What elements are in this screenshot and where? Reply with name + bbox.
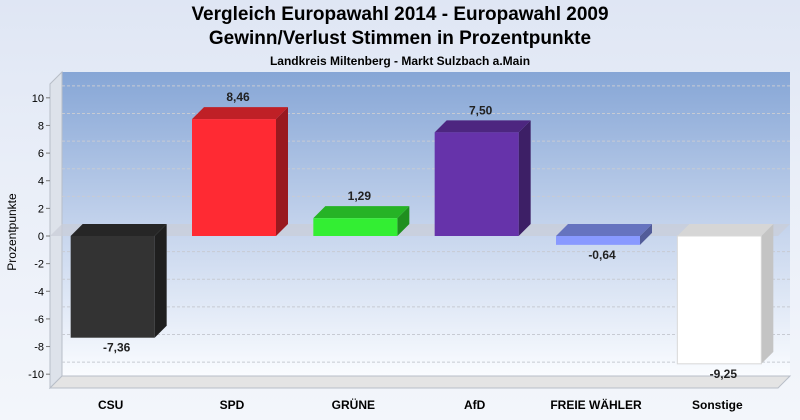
y-tick-label: -10 bbox=[28, 369, 44, 381]
y-tick-label: -8 bbox=[34, 342, 44, 354]
bar-value-label: 7,50 bbox=[469, 103, 493, 117]
bar-side bbox=[276, 107, 288, 237]
plot-floor bbox=[48, 375, 792, 389]
bar-csu bbox=[70, 224, 167, 338]
bar-front bbox=[434, 132, 519, 236]
chart-title-line2: Gewinn/Verlust Stimmen in Prozentpunkte bbox=[208, 28, 592, 49]
bar-value-label: 1,29 bbox=[348, 189, 372, 203]
bar-top bbox=[556, 224, 652, 236]
chart-title-line1: Vergleich Europawahl 2014 - Europawahl 2… bbox=[191, 4, 609, 25]
y-tick-label: 4 bbox=[38, 176, 44, 188]
y-tick-label: -4 bbox=[34, 286, 44, 298]
bar-value-label: -9,25 bbox=[710, 367, 738, 381]
x-tick-label: SPD bbox=[220, 398, 245, 412]
bar-freie-wähler bbox=[556, 224, 652, 245]
x-tick-label: Sonstige bbox=[692, 398, 743, 412]
bar-side bbox=[640, 224, 652, 245]
bar-value-label: -0,64 bbox=[588, 248, 616, 262]
bar-value-label: -7,36 bbox=[103, 341, 131, 355]
x-tick-label: CSU bbox=[98, 398, 123, 412]
bar-side bbox=[761, 224, 774, 364]
bar-top bbox=[313, 206, 410, 219]
y-tick-label: 0 bbox=[38, 231, 44, 243]
bar-side bbox=[154, 224, 167, 338]
bar-front bbox=[313, 218, 398, 236]
bar-afd bbox=[434, 120, 531, 236]
x-tick-label: FREIE WÄHLER bbox=[550, 397, 642, 412]
chart-subtitle: Landkreis Miltenberg - Markt Sulzbach a.… bbox=[269, 54, 531, 68]
y-tick-label: -6 bbox=[34, 314, 44, 326]
bar-front bbox=[676, 235, 762, 365]
x-tick-label: AfD bbox=[464, 398, 486, 412]
bar-top bbox=[70, 224, 167, 236]
y-tick-label: 2 bbox=[38, 203, 44, 215]
bar-value-label: 8,46 bbox=[226, 90, 250, 104]
y-tick-label: 8 bbox=[38, 120, 44, 132]
bar-front bbox=[556, 236, 640, 245]
y-tick-label: 10 bbox=[32, 93, 44, 105]
bar-side bbox=[397, 206, 410, 236]
y-tick-label: 6 bbox=[38, 148, 44, 160]
bar-side bbox=[518, 120, 531, 236]
bar-front bbox=[70, 236, 155, 338]
bar-sonstige bbox=[676, 224, 774, 365]
y-tick-label: -2 bbox=[34, 259, 44, 271]
bar-top bbox=[677, 224, 774, 236]
bar-front bbox=[192, 119, 276, 236]
bar-grüne bbox=[313, 206, 410, 236]
bar-top bbox=[192, 107, 288, 120]
bar-spd bbox=[192, 107, 288, 237]
bar-top bbox=[434, 120, 531, 133]
x-tick-label: GRÜNE bbox=[332, 397, 375, 412]
